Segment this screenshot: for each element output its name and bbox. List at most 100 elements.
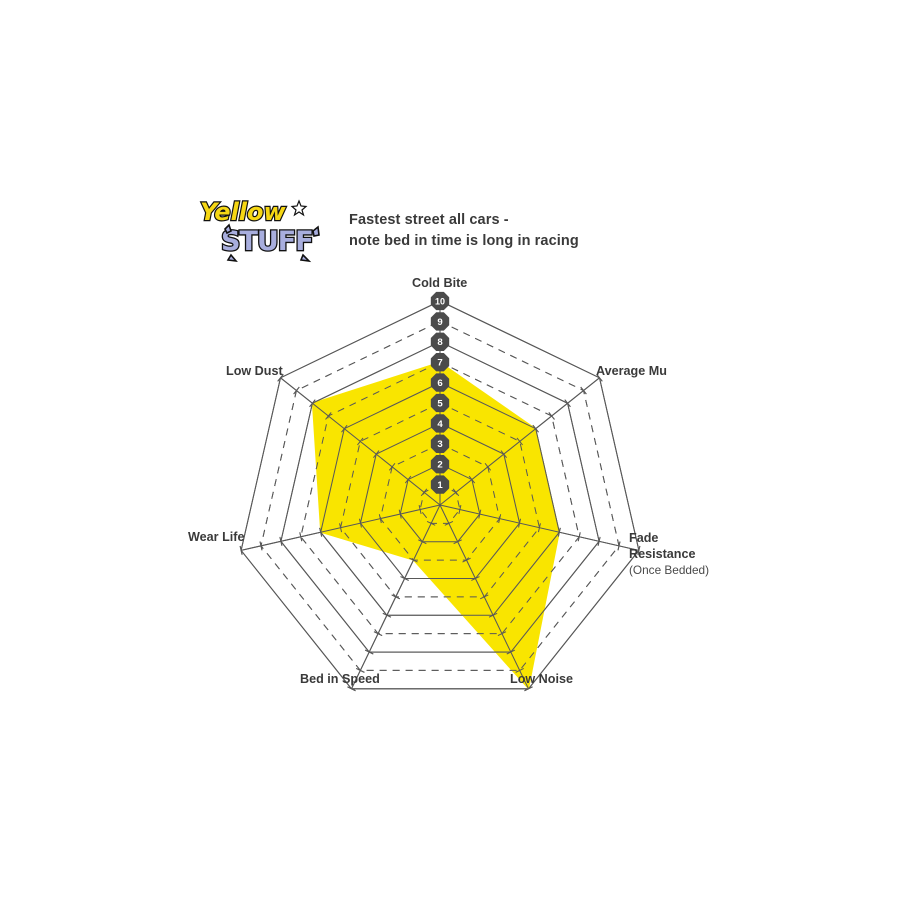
yellowstuff-logo: .lw-top { font-family: "DejaVu Sans", sa… <box>195 195 323 263</box>
radar-tick <box>400 576 409 581</box>
radar-tick <box>364 649 374 655</box>
headline-text: Fastest street all cars - note bed in ti… <box>349 212 579 249</box>
radar-tick <box>506 649 516 655</box>
scale-badge-7 <box>430 353 450 372</box>
radar-ring-3 <box>379 443 501 561</box>
radar-tick <box>524 686 533 692</box>
radar-tick <box>404 475 412 484</box>
scale-badge-5 <box>430 393 450 413</box>
radar-tick-marks-overlay <box>239 300 641 692</box>
radar-tick <box>357 437 364 446</box>
radar-tick <box>277 373 284 382</box>
radar-tick <box>299 532 303 542</box>
radar-ring-6 <box>320 382 560 616</box>
radar-tick <box>358 518 362 528</box>
axis-label-fade-line2: Resistance <box>629 547 696 562</box>
radar-tick <box>597 536 601 546</box>
radar-tick <box>409 557 418 563</box>
scale-badge-4 <box>430 414 450 433</box>
radar-chart-svg: 1 2 3 4 5 6 7 8 9 10 <box>239 291 641 692</box>
radar-tick <box>309 399 316 408</box>
header: .lw-top { font-family: "DejaVu Sans", sa… <box>195 193 665 265</box>
radar-tick <box>279 536 283 546</box>
scale-badge-label-3: 3 <box>437 439 442 450</box>
radar-ring-2 <box>399 463 481 543</box>
radar-tick <box>462 557 471 563</box>
scale-badge-6 <box>430 373 450 392</box>
radar-tick <box>498 514 502 524</box>
radar-tick <box>596 373 603 382</box>
radar-tick <box>577 532 581 542</box>
axis-label-fade-resistance: Fade Resistance (Once Bedded) <box>629 530 709 578</box>
radar-tick <box>293 386 300 395</box>
scale-badge-label-5: 5 <box>437 398 443 409</box>
radar-tick <box>325 412 332 420</box>
radar-tick <box>398 509 402 519</box>
radar-gridlines-overlay <box>240 300 640 690</box>
axis-label-fade-line3: (Once Bedded) <box>629 562 710 577</box>
scale-badge-label-8: 8 <box>437 337 443 348</box>
radar-tick <box>259 541 263 551</box>
radar-tick <box>564 399 571 408</box>
radar-tick <box>497 631 507 637</box>
scale-badge-label-1: 1 <box>437 480 443 491</box>
radar-tick <box>319 527 323 537</box>
radar-tick <box>339 523 343 533</box>
radar-tick <box>239 545 243 555</box>
radar-tick <box>373 450 380 458</box>
axis-label-average-mu: Average Mu <box>596 364 667 378</box>
radar-tick <box>418 505 422 515</box>
radar-tick <box>488 612 498 618</box>
radar-scale-badges: 1 2 3 4 5 6 7 8 9 10 <box>430 291 450 494</box>
radar-tick <box>388 463 396 471</box>
axis-label-fade-line1: Fade <box>629 531 659 545</box>
logo-word-yellow: Yellow <box>200 198 287 226</box>
radar-tick <box>418 539 427 545</box>
radar-tick <box>478 509 482 519</box>
radar-ring-4 <box>359 422 521 580</box>
scale-badge-label-6: 6 <box>437 378 442 389</box>
radar-tick <box>537 523 541 533</box>
scale-badge-2 <box>430 455 450 474</box>
logo-word-stuff: STUFF <box>221 226 313 257</box>
radar-tick <box>444 520 454 526</box>
scale-badge-9 <box>430 312 450 331</box>
radar-ring-9 <box>260 320 620 671</box>
scale-badge-label-7: 7 <box>437 358 442 369</box>
scale-badge-8 <box>430 332 450 351</box>
radar-ring-8 <box>280 341 600 653</box>
radar-tick <box>453 539 462 545</box>
radar-tick <box>500 450 507 458</box>
scale-badge-1 <box>430 475 450 494</box>
scale-badge-label-2: 2 <box>437 460 442 471</box>
radar-tick <box>426 520 436 526</box>
radar-tick <box>373 631 383 637</box>
radar-tick <box>356 668 365 673</box>
radar-tick <box>484 463 492 471</box>
radar-tick <box>347 686 356 692</box>
radar-tick <box>382 612 392 618</box>
radar-tick <box>420 488 428 497</box>
radar-tick <box>557 527 561 537</box>
radar-tick <box>548 412 555 420</box>
radar-ring-7 <box>300 361 580 635</box>
radar-tick <box>580 386 587 395</box>
radar-tick <box>532 424 539 433</box>
scale-badge-label-9: 9 <box>437 317 442 328</box>
radar-tick <box>341 424 348 433</box>
radar-tick <box>391 594 401 600</box>
radar-tick <box>516 437 523 446</box>
scale-badge-3 <box>430 434 450 453</box>
radar-tick <box>378 514 382 524</box>
radar-tick <box>515 668 524 673</box>
axis-label-low-noise: Low Noise <box>510 672 573 686</box>
radar-tick <box>637 545 641 555</box>
scale-badge-label-4: 4 <box>437 419 443 430</box>
radar-tick <box>452 488 460 497</box>
logo-star-icon <box>290 199 308 217</box>
axis-label-low-dust: Low Dust <box>226 364 283 378</box>
radar-tick <box>479 594 489 600</box>
scale-badge-label-10: 10 <box>435 296 445 306</box>
radar-tick <box>518 518 522 528</box>
